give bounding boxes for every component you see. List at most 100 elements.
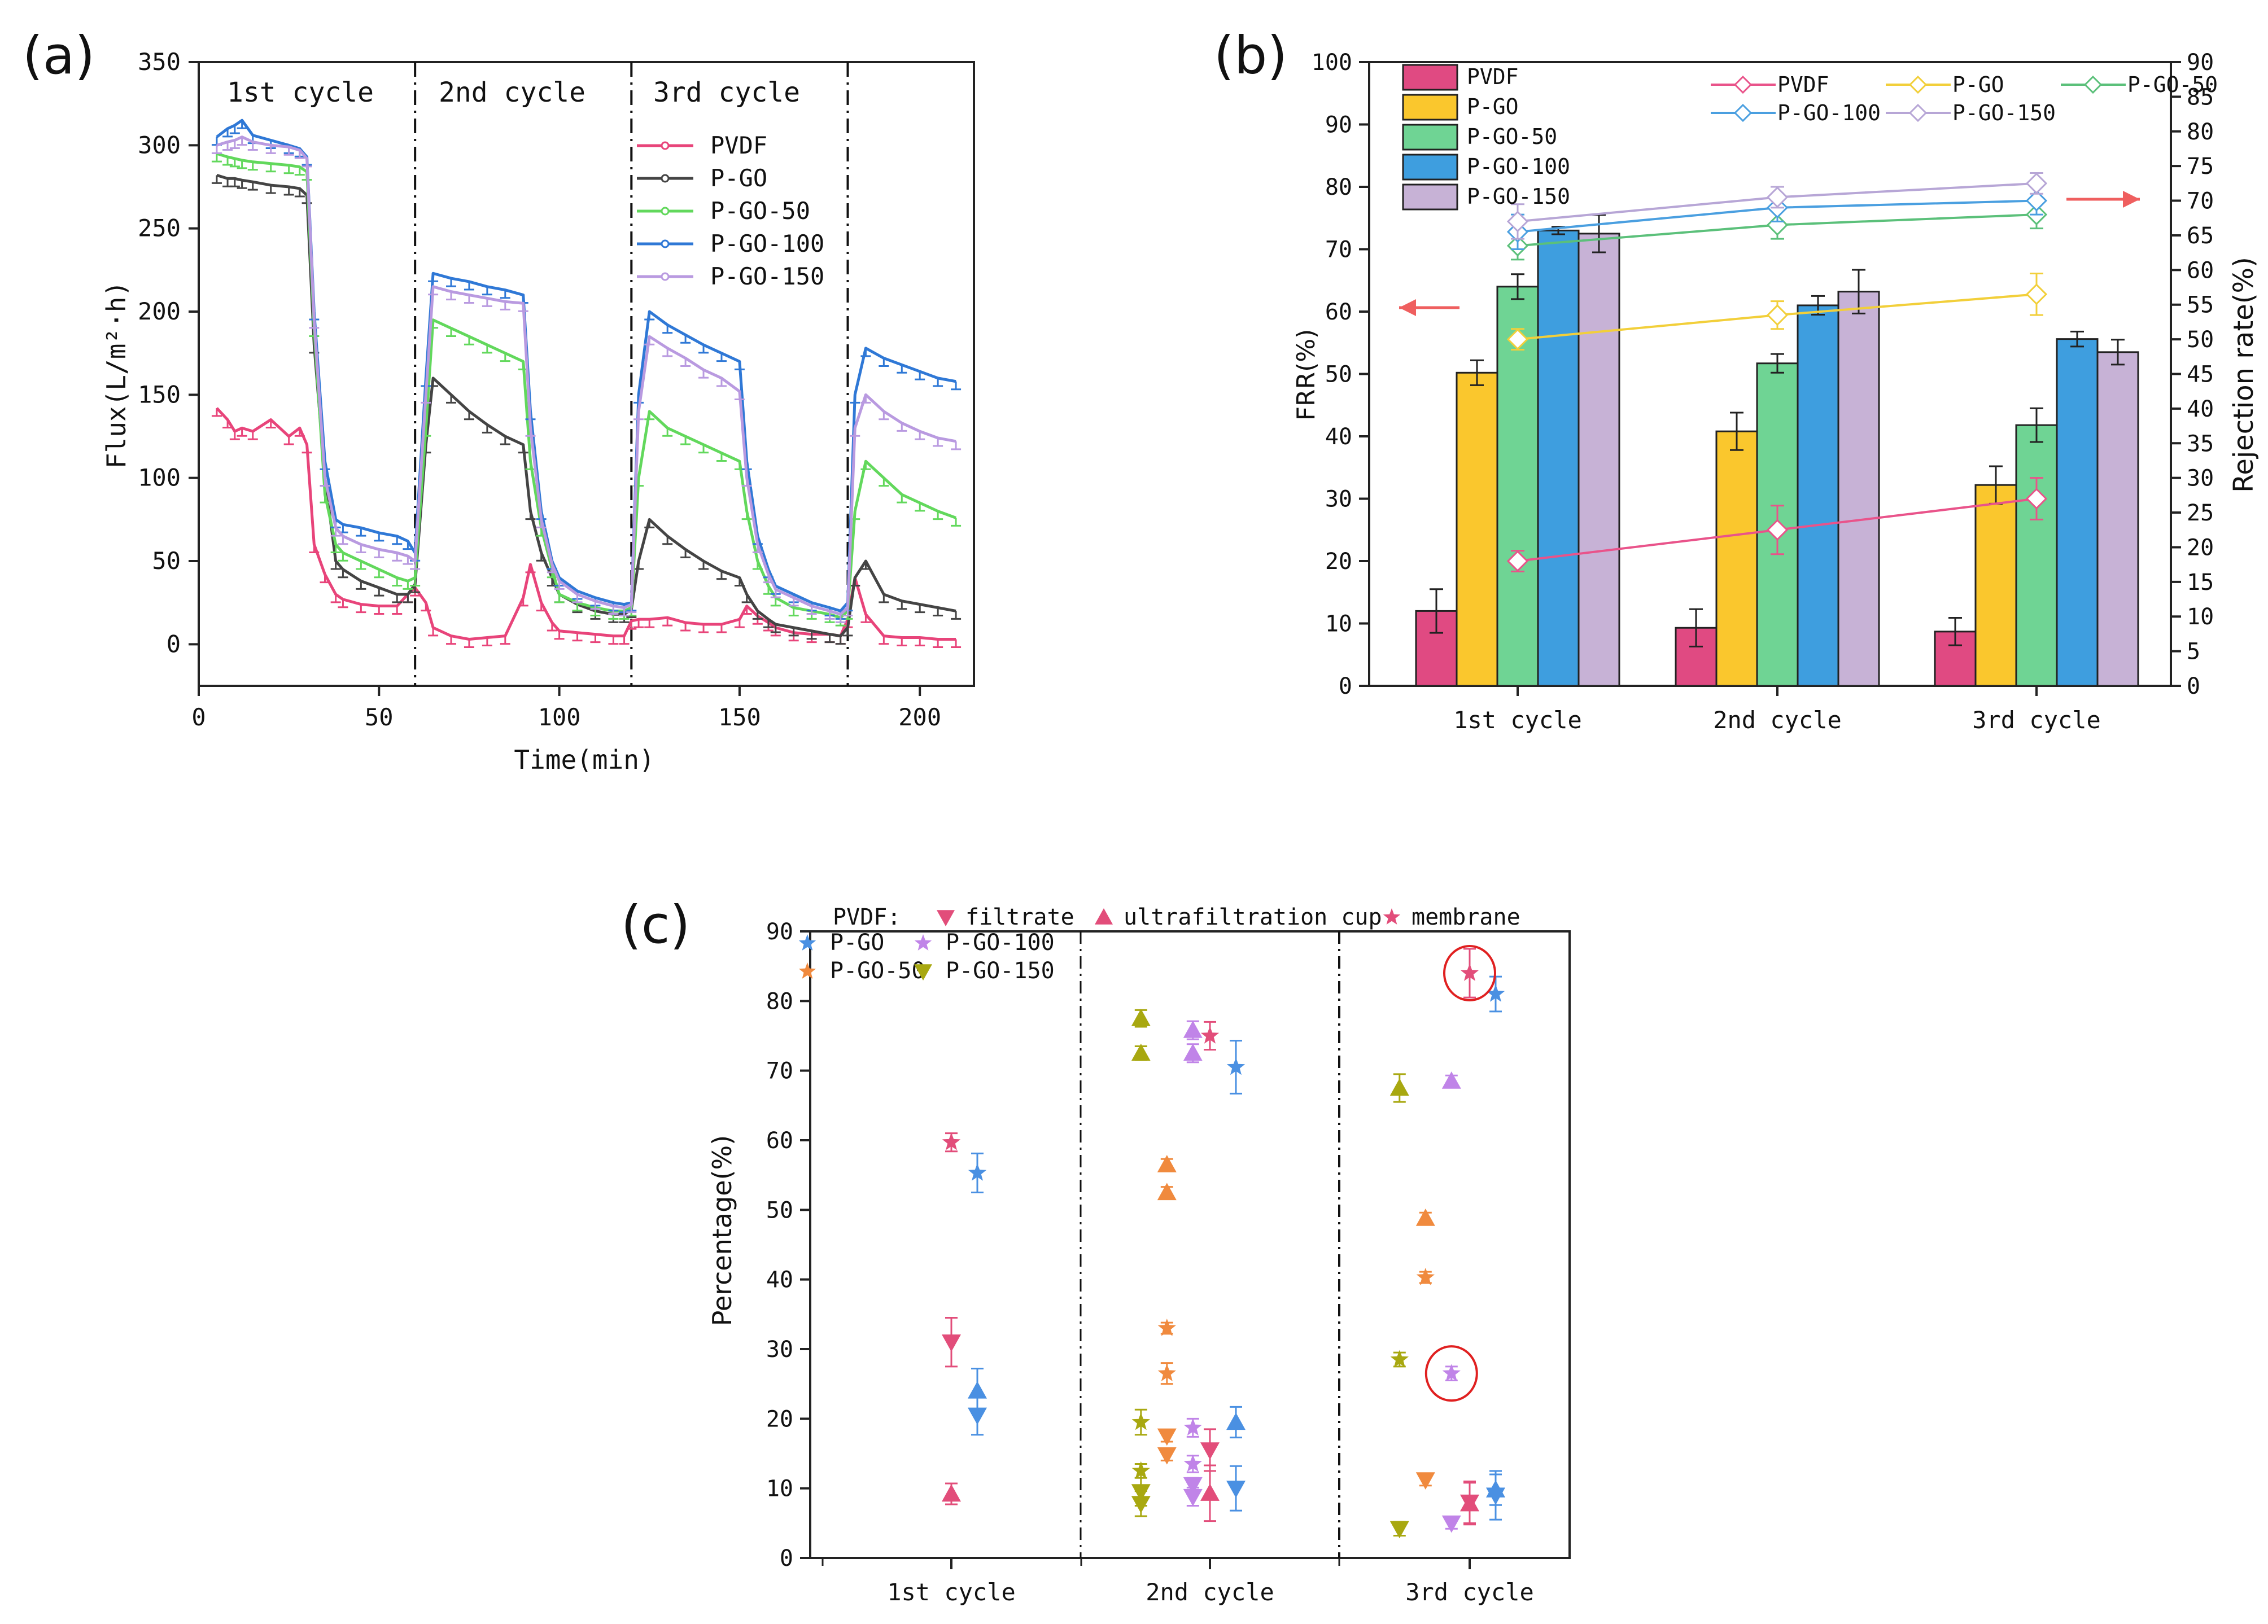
panel-c-point-P-GO-150 (1131, 1412, 1150, 1430)
panel-a-ytick-label: 200 (138, 297, 181, 325)
panel-c-legend-series-label: P-GO-50 (830, 958, 925, 984)
panel-c-legend-marker-label: filtrate (965, 904, 1074, 930)
panel-b-ytick-label: 100 (1312, 50, 1352, 76)
panel-c-point-P-GO-150 (1131, 1496, 1151, 1513)
panel-c-point-P-GO-150 (1389, 1521, 1409, 1539)
panel-b-y2label: Rejection rate(%) (2228, 257, 2260, 493)
panel-b-y2tick-label: 45 (2187, 362, 2214, 388)
panel-c-point-P-GO-50 (1157, 1155, 1177, 1172)
panel-a-cycle-label: 1st cycle (227, 77, 374, 108)
panel-b-bar-P-GO-100 (1537, 229, 1580, 687)
panel-b-ytick-label: 30 (1325, 487, 1352, 513)
panel-b-y2tick-label: 25 (2187, 500, 2214, 526)
panel-a-ytick-label: 350 (138, 48, 181, 76)
panel-c-legend-series-marker (914, 964, 932, 980)
panel-b-ytick-label: 60 (1325, 299, 1352, 325)
panel-c-legend-series-marker (798, 934, 816, 951)
panel-c-highlight-circle (1443, 945, 1496, 1001)
panel-b-legend: PVDF P-GO P-GO-50 P-GO-100 P-GO-150 PVDF P-GO P… (1402, 64, 2218, 211)
panel-label-b: (b) (1214, 25, 1287, 86)
panel-b-rej-marker-P-GO-150 (1766, 186, 1789, 208)
panel-c-point-P-GO-100 (1183, 1418, 1202, 1436)
panel-c-legend-marker-label: membrane (1412, 904, 1520, 930)
panel-b-ytick-label: 80 (1325, 174, 1352, 200)
panel-b-bar-P-GO-50 (1496, 286, 1539, 687)
panel-b-bar-P-GO-150 (1577, 233, 1620, 687)
panel-b-y2tick-label: 10 (2187, 604, 2214, 630)
panel-b-ticks: 0 10 20 30 40 50 60 70 80 90 100 0 5 10 15 20 25 30 35 40 45… (1312, 50, 2214, 734)
panel-c-point-P-GO-50 (1157, 1428, 1177, 1446)
panel-a-ytick-label: 50 (152, 547, 181, 575)
panel-b-legend-line-marker (1733, 103, 1753, 122)
panel-a-line-P-GO-50 (216, 152, 956, 619)
panel-c-ytick-label: 60 (766, 1128, 793, 1154)
panel-c-ytick-label: 10 (766, 1476, 793, 1502)
panel-a-legend-marker (661, 239, 670, 248)
panel-a-flux-chart: 0 50 100 150 200 0 50 100 150 200 250 300 350 1st cy… (101, 48, 975, 775)
panel-b-bar-P-GO-100 (1797, 304, 1839, 687)
panel-b-bar-P-GO-100 (2056, 338, 2099, 687)
panel-c-ytick-label: 20 (766, 1406, 793, 1432)
panel-b-legend-bar-swatch (1402, 183, 1458, 211)
panel-b-rej-marker-PVDF (1766, 519, 1789, 541)
panel-c-point-P-GO-150 (1131, 1043, 1151, 1061)
panel-c-legend-marker-label: ultrafiltration cup (1124, 904, 1382, 930)
panel-c-ytick-label: 50 (766, 1197, 793, 1223)
panel-b-y2tick-label: 80 (2187, 119, 2214, 145)
panel-c-ytick-label: 40 (766, 1267, 793, 1293)
panel-a-frame (198, 61, 975, 687)
panel-b-legend-line-marker (1733, 75, 1753, 94)
panel-a-ytick-label: 300 (138, 131, 181, 159)
panel-c-legend-marker (937, 910, 955, 926)
panel-c-point-P-GO-50 (1157, 1447, 1177, 1465)
panel-b-legend-line-marker (1908, 75, 1928, 94)
panel-a-series (211, 119, 962, 648)
panel-b-rej-marker-P-GO (1506, 328, 1529, 351)
panel-b-rej-marker-P-GO-100 (2025, 190, 2048, 212)
panel-a-line-P-GO-100 (216, 119, 956, 612)
panel-c-point-P-GO-100 (1183, 1477, 1203, 1495)
panel-b-rej-marker-P-GO-150 (2025, 172, 2048, 194)
panel-c-point-P-GO-50 (1157, 1319, 1176, 1336)
panel-a-legend-label: P-GO-100 (710, 230, 824, 257)
panel-c-legend-series-marker (914, 934, 932, 951)
panel-c-legend-marker (1383, 908, 1401, 925)
panel-b-ytick-label: 0 (1339, 673, 1352, 699)
panel-b-y2tick-label: 35 (2187, 431, 2214, 457)
panel-b-legend-bar-label: PVDF (1467, 64, 1519, 89)
panel-b-y2tick-label: 60 (2187, 257, 2214, 283)
panel-c-point-P-GO-100 (1183, 1043, 1203, 1061)
panel-b-bar-P-GO-150 (2096, 351, 2139, 687)
panel-b-bar-P-GO (1974, 484, 2017, 687)
panel-c-legend-series-marker (798, 962, 816, 979)
panel-c-point-PVDF (1460, 964, 1479, 981)
panel-b-y2tick-label: 70 (2187, 189, 2214, 215)
panel-c-point-P-GO-50 (1415, 1209, 1435, 1226)
panel-b-legend-bar-swatch (1402, 124, 1458, 151)
panel-c-ytick-label: 80 (766, 988, 793, 1014)
panel-c-frame (809, 930, 1571, 1559)
panel-c-ylabel: Percentage(%) (707, 1135, 737, 1326)
panel-c-point-PVDF (1200, 1483, 1220, 1501)
panel-b-ylabel: FRR(%) (1292, 329, 1321, 421)
panel-c-point-P-GO-100 (1441, 1515, 1461, 1533)
panel-a-legend-label: P-GO-150 (710, 262, 824, 290)
panel-a-xtick-label: 100 (538, 703, 581, 731)
panel-c-point-P-GO-100 (1441, 1071, 1461, 1089)
panel-b-right-arrow (2066, 191, 2140, 208)
panel-b-rej-marker-PVDF (1506, 550, 1529, 572)
panel-c-point-PVDF (1200, 1442, 1220, 1460)
panel-b-frr-chart: 0 10 20 30 40 50 60 70 80 90 100 0 5 10 15 20 25 30 35 40 45… (1292, 50, 2260, 734)
panel-c-legend: PVDF: filtrate ultrafiltration cup membrane… (798, 904, 1520, 984)
panel-c-point-P-GO (1486, 984, 1505, 1002)
panel-b-y2tick-label: 0 (2187, 673, 2200, 699)
panel-b-rej-marker-P-GO-150 (1506, 211, 1529, 233)
panel-c-point-P-GO-100 (1442, 1364, 1461, 1381)
panel-a-legend-marker (661, 174, 670, 183)
panel-b-legend-bar-label: P-GO-50 (1467, 124, 1557, 149)
panel-b-ytick-label: 70 (1325, 237, 1352, 263)
panel-c-point-P-GO (968, 1407, 987, 1425)
panel-a-line-P-GO-150 (216, 135, 956, 616)
panel-a-xtick-label: 50 (365, 703, 394, 731)
